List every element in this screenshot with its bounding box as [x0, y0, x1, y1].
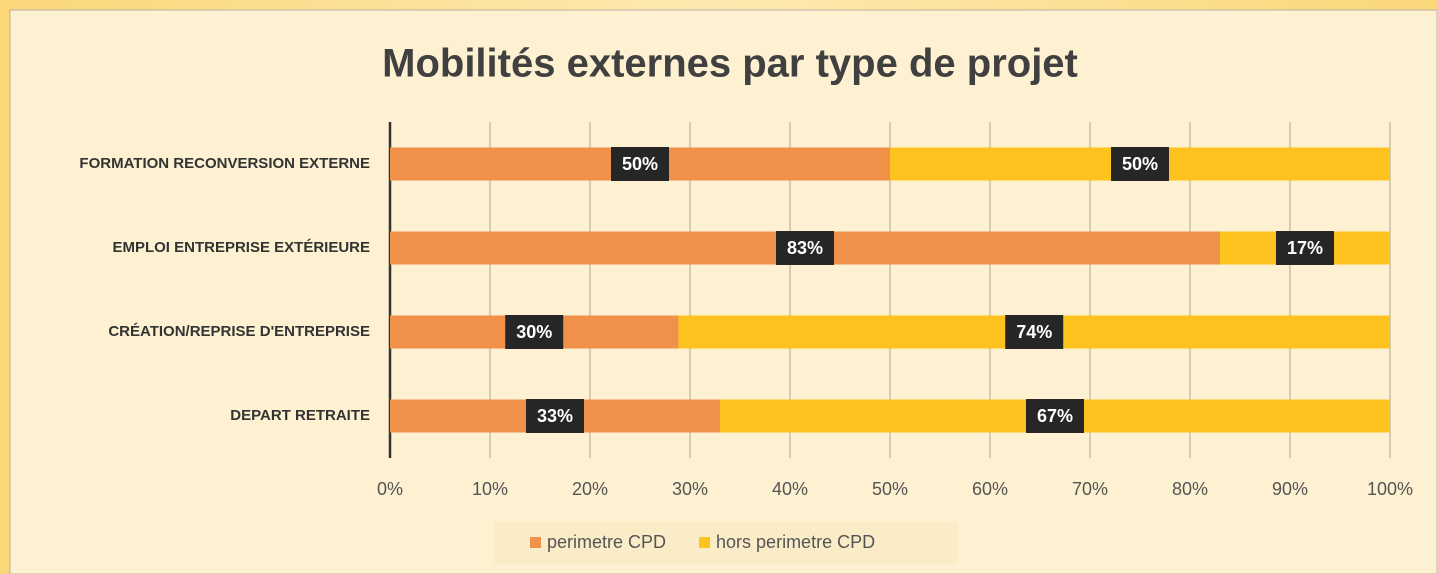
data-label: 50% — [1122, 154, 1158, 174]
data-label: 50% — [622, 154, 658, 174]
y-tick-label: FORMATION RECONVERSION EXTERNE — [79, 155, 370, 172]
data-label-box — [1026, 399, 1084, 433]
data-label-box — [1005, 315, 1064, 349]
x-tick-label: 90% — [1272, 479, 1308, 499]
x-tick-label: 60% — [972, 479, 1008, 499]
x-tick-label: 100% — [1367, 479, 1413, 499]
y-tick-label: EMPLOI ENTREPRISE EXTÉRIEURE — [112, 239, 370, 256]
x-tick-label: 0% — [377, 479, 403, 499]
data-label: 30% — [516, 322, 552, 342]
data-label: 33% — [537, 406, 573, 426]
data-label-box — [1276, 231, 1334, 265]
x-tick-label: 80% — [1172, 479, 1208, 499]
y-tick-label: CRÉATION/REPRISE D'ENTREPRISE — [108, 323, 370, 340]
data-label: 83% — [787, 238, 823, 258]
data-label: 67% — [1037, 406, 1073, 426]
data-label-box — [776, 231, 834, 265]
legend-swatch — [699, 537, 711, 548]
x-tick-label: 50% — [872, 479, 908, 499]
data-label-box — [526, 399, 584, 433]
x-tick-label: 20% — [572, 479, 608, 499]
chart-title: Mobilités externes par type de projet — [382, 42, 1078, 86]
data-label-box — [1111, 147, 1169, 181]
data-label-box — [611, 147, 669, 181]
legend-label: perimetre CPD — [547, 532, 666, 552]
x-tick-label: 70% — [1072, 479, 1108, 499]
x-tick-label: 30% — [672, 479, 708, 499]
legend-label: hors perimetre CPD — [716, 532, 875, 552]
chart-area — [9, 9, 1437, 574]
data-label: 74% — [1016, 322, 1052, 342]
data-label: 17% — [1287, 238, 1323, 258]
x-tick-label: 10% — [472, 479, 508, 499]
x-tick-label: 40% — [772, 479, 808, 499]
legend-box — [494, 522, 958, 564]
y-tick-label: DEPART RETRAITE — [230, 407, 370, 424]
legend-swatch — [530, 537, 541, 548]
data-label-box — [505, 315, 564, 349]
